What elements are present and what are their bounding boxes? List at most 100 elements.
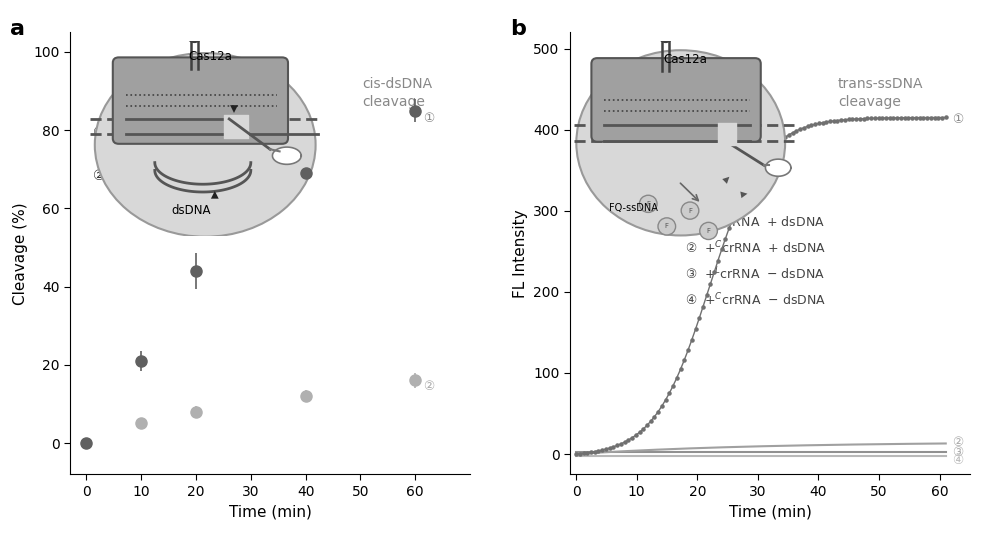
Point <box>919 113 935 122</box>
Point <box>639 421 655 430</box>
Point <box>613 440 629 448</box>
Point <box>796 123 812 132</box>
Point <box>885 114 901 122</box>
Point <box>803 121 819 130</box>
Point <box>676 356 692 364</box>
Point <box>684 335 700 344</box>
Point <box>773 136 789 144</box>
Point <box>706 268 722 277</box>
Point <box>658 396 674 404</box>
Point <box>755 155 771 164</box>
Text: ②  $^C$crRNA: ② $^C$crRNA <box>92 165 165 184</box>
Point <box>788 127 804 135</box>
Point <box>904 113 920 122</box>
Text: ②: ② <box>952 436 963 449</box>
Point <box>852 114 868 123</box>
Text: b: b <box>510 19 526 39</box>
Point <box>751 161 767 169</box>
Point <box>930 113 946 122</box>
Point <box>643 417 659 425</box>
Point <box>695 302 711 311</box>
Point <box>747 166 763 175</box>
Point <box>815 119 831 127</box>
Point <box>691 314 707 322</box>
Point <box>807 120 823 129</box>
Point <box>717 234 733 243</box>
Text: a: a <box>10 19 25 39</box>
Point <box>587 447 603 456</box>
Point <box>714 245 730 254</box>
Point <box>744 172 760 181</box>
Point <box>882 114 898 122</box>
Point <box>759 150 775 159</box>
Point <box>654 402 670 410</box>
Text: ③  +$^L$crRNA  − dsDNA: ③ +$^L$crRNA − dsDNA <box>685 265 825 282</box>
Point <box>867 114 883 122</box>
Point <box>800 122 816 131</box>
Point <box>721 224 737 232</box>
Point <box>594 446 610 454</box>
Point <box>874 114 890 122</box>
Point <box>897 113 913 122</box>
Point <box>908 113 924 122</box>
Point <box>822 117 838 126</box>
X-axis label: Time (min): Time (min) <box>229 505 311 519</box>
Point <box>568 450 584 458</box>
Text: ③: ③ <box>952 446 963 459</box>
Point <box>934 113 950 122</box>
Text: ①: ① <box>952 113 963 126</box>
Point <box>893 113 909 122</box>
Point <box>736 188 752 196</box>
Point <box>829 116 845 125</box>
Point <box>680 345 696 354</box>
Point <box>912 113 928 122</box>
Point <box>859 114 875 123</box>
Y-axis label: FL Intensity: FL Intensity <box>513 209 528 298</box>
Point <box>605 443 621 451</box>
Text: ②  +$^C$crRNA  + dsDNA: ② +$^C$crRNA + dsDNA <box>685 239 826 256</box>
Point <box>848 115 864 123</box>
Point <box>699 291 715 300</box>
Text: ①  $^L$crRNA: ① $^L$crRNA <box>92 122 164 141</box>
Point <box>856 114 872 123</box>
Point <box>628 431 644 439</box>
Point <box>590 446 606 455</box>
Point <box>833 116 849 125</box>
Point <box>572 450 588 458</box>
Point <box>688 325 704 334</box>
Point <box>725 214 741 223</box>
Point <box>602 444 618 452</box>
Point <box>811 119 827 128</box>
Point <box>927 113 943 122</box>
Point <box>841 115 857 124</box>
Point <box>650 407 666 416</box>
Point <box>818 118 834 126</box>
Point <box>669 374 685 382</box>
Point <box>826 116 842 125</box>
Point <box>900 113 916 122</box>
Point <box>579 448 595 457</box>
Point <box>583 448 599 457</box>
Point <box>646 412 662 421</box>
Point <box>844 115 860 123</box>
Point <box>620 436 636 444</box>
Point <box>729 204 745 213</box>
Point <box>576 449 592 458</box>
Point <box>915 113 931 122</box>
Point <box>770 139 786 147</box>
Point <box>624 433 640 442</box>
Text: ①: ① <box>423 112 435 125</box>
Text: cis-dsDNA
cleavage: cis-dsDNA cleavage <box>362 77 432 109</box>
Point <box>923 113 939 122</box>
Point <box>632 428 648 437</box>
Point <box>762 146 778 155</box>
Point <box>863 114 879 123</box>
Point <box>837 115 853 124</box>
Point <box>878 114 894 122</box>
Point <box>673 365 689 374</box>
Point <box>871 114 887 122</box>
Point <box>665 381 681 390</box>
Point <box>732 196 748 204</box>
Y-axis label: Cleavage (%): Cleavage (%) <box>13 202 28 305</box>
Text: trans-ssDNA
cleavage: trans-ssDNA cleavage <box>838 77 924 109</box>
